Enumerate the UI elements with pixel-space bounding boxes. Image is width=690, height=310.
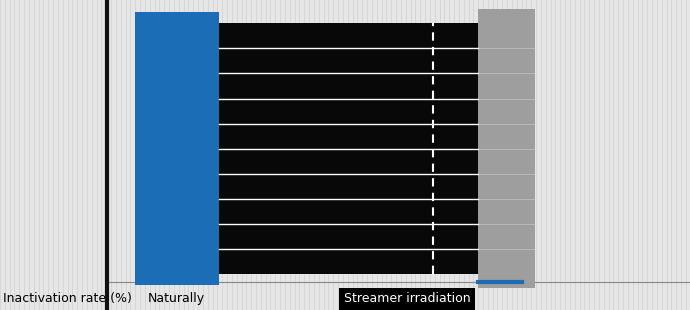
Text: Naturally: Naturally (148, 292, 204, 305)
Bar (478, 9, 535, 288)
Text: Streamer irradiation: Streamer irradiation (344, 292, 471, 305)
Bar (219, 23, 478, 274)
Text: Inactivation rate (%): Inactivation rate (%) (3, 292, 132, 305)
Bar (135, 12, 219, 285)
